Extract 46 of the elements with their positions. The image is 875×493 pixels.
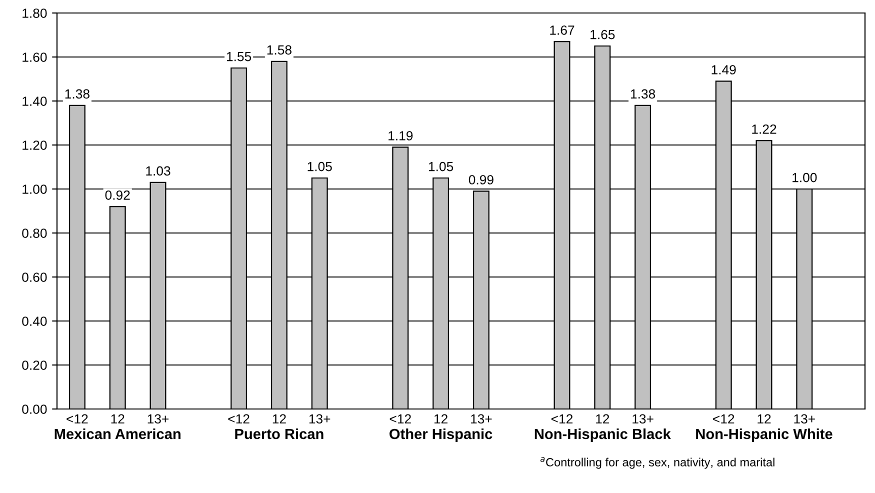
data-label: 1.03 [146,166,170,176]
text: Non-Hispanic White [696,428,832,442]
x-tick-label: 12 [111,414,124,424]
data-label: 1.19 [388,131,413,140]
text: $^{a}$Controlling for age, sex, nativity, and marital [540,457,774,469]
y-tick-label: 1.80 [22,8,47,18]
data-label: 1.38 [630,89,656,99]
x-tick-label: <12 [66,414,88,424]
y-tick-label: 1.60 [22,52,47,62]
x-tick-label: 12 [434,414,448,424]
y-tick-label: 0.20 [22,360,47,370]
data-label: 0.99 [468,175,494,184]
x-tick-label: <12 [551,414,573,424]
data-label: 1.22 [752,124,776,134]
x-tick-label: 13+ [148,414,169,424]
x-tick-label: <12 [713,414,734,424]
data-label: 1.55 [226,52,252,62]
text: Mexican American [54,428,180,440]
data-label: 1.49 [712,65,736,74]
x-tick-label: <12 [390,414,411,424]
x-tick-label: 13+ [309,414,330,424]
x-tick-label: 13+ [794,414,815,424]
y-tick-label: 1.00 [22,184,47,194]
text: Non-Hispanic Black [534,428,671,442]
text: Other Hispanic [390,428,492,442]
y-tick-label: 1.40 [22,96,47,106]
text: Puerto Rican [235,428,324,440]
y-tick-label: 1.20 [22,140,47,150]
x-tick-label: 13+ [632,414,654,424]
data-label: 1.67 [550,25,574,35]
x-tick-label: 12 [272,414,286,424]
data-label: 1.65 [590,30,615,40]
x-tick-label: 12 [596,414,610,424]
y-tick-label: 0.60 [22,272,47,282]
data-label: 1.05 [428,162,454,172]
data-label: 1.05 [308,162,332,172]
data-label: 1.38 [65,89,90,99]
x-tick-label: <12 [228,414,250,424]
x-tick-label: 13+ [471,414,492,424]
data-label: 1.00 [792,172,817,182]
y-tick-label: 0.00 [22,404,47,414]
data-label: 0.92 [105,190,130,200]
x-tick-label: 12 [758,414,771,424]
data-label: 1.58 [267,45,292,55]
y-tick-label: 0.40 [22,316,47,326]
y-tick-label: 0.80 [22,228,47,238]
